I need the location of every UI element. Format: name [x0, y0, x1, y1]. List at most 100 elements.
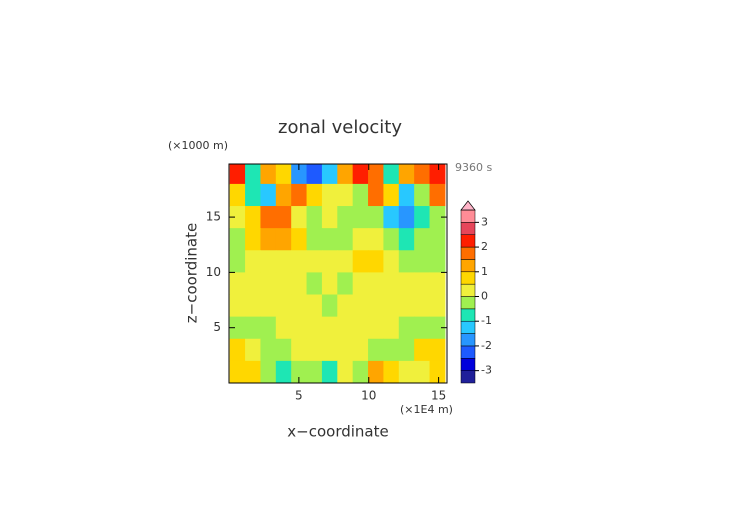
cell — [429, 164, 446, 185]
cell — [321, 316, 338, 340]
cell — [245, 250, 261, 273]
cell — [383, 250, 400, 273]
colorbar-tick-label: -3 — [481, 364, 492, 377]
y-tick-label: 10 — [206, 265, 221, 279]
cell — [368, 272, 384, 296]
cell — [245, 294, 261, 318]
cell — [260, 250, 277, 273]
cell — [352, 250, 369, 273]
colorbar-box — [460, 333, 476, 347]
cell — [245, 164, 261, 185]
cell — [321, 228, 338, 251]
cell — [321, 272, 338, 296]
plot-frame — [228, 163, 448, 384]
colorbar-box — [460, 370, 476, 384]
cell — [429, 206, 446, 229]
cell — [383, 206, 400, 229]
cell — [321, 250, 338, 273]
cell — [306, 294, 323, 318]
colorbar-tick-label: 1 — [481, 265, 488, 278]
cell — [429, 294, 446, 318]
cell — [275, 338, 292, 362]
cell — [414, 338, 431, 362]
cell — [306, 164, 323, 185]
cell — [414, 228, 431, 251]
cell — [337, 228, 354, 251]
cell — [275, 183, 292, 207]
cell — [398, 183, 415, 207]
cell — [383, 164, 400, 185]
cell — [260, 228, 277, 251]
cell — [352, 183, 369, 207]
cell — [352, 164, 369, 185]
cell — [337, 164, 354, 185]
cell — [306, 183, 323, 207]
colorbar-tick-label: 0 — [481, 290, 488, 303]
cell — [398, 272, 415, 296]
cell — [383, 338, 400, 362]
cell — [352, 338, 369, 362]
cell — [414, 360, 431, 383]
colorbar-tick-label: 2 — [481, 240, 488, 253]
cell — [352, 206, 369, 229]
cell — [321, 206, 338, 229]
cell — [352, 294, 369, 318]
cell — [337, 250, 354, 273]
cell — [291, 206, 308, 229]
cell — [260, 206, 277, 229]
cell — [398, 164, 415, 185]
x-tick-label: 5 — [295, 389, 303, 403]
x-tick-label: 10 — [361, 389, 376, 403]
y-tick-label: 15 — [206, 210, 221, 224]
field — [229, 164, 446, 383]
colorbar-box — [460, 345, 476, 359]
cell — [337, 183, 354, 207]
cell — [414, 294, 431, 318]
cell — [337, 294, 354, 318]
cell — [352, 272, 369, 296]
cell — [275, 206, 292, 229]
cell — [398, 360, 415, 383]
cell — [275, 228, 292, 251]
colorbar-box — [460, 271, 476, 285]
cell — [291, 316, 308, 340]
cell — [398, 338, 415, 362]
colorbar-box — [460, 259, 476, 273]
cell — [337, 206, 354, 229]
cell — [414, 250, 431, 273]
cell — [229, 164, 246, 185]
cell — [321, 164, 338, 185]
cell — [291, 164, 308, 185]
cell — [352, 316, 369, 340]
cell — [306, 206, 323, 229]
cell — [229, 272, 246, 296]
colorbar-box — [460, 320, 476, 334]
cell — [383, 272, 400, 296]
cell — [275, 294, 292, 318]
x-axis-label: x−coordinate — [287, 423, 388, 441]
y-axis-label: z−coordinate — [183, 223, 201, 323]
colorbar-box — [460, 222, 476, 235]
colorbar-box — [460, 358, 476, 371]
cell — [275, 250, 292, 273]
cell — [291, 294, 308, 318]
cell — [229, 316, 246, 340]
cell — [337, 360, 354, 383]
cell — [368, 294, 384, 318]
cell — [383, 360, 400, 383]
cell — [245, 228, 261, 251]
colorbar-tick-label: -2 — [481, 339, 492, 352]
colorbar-box — [460, 283, 476, 297]
cell — [368, 360, 384, 383]
cell — [275, 316, 292, 340]
cell — [275, 272, 292, 296]
cell — [321, 294, 338, 318]
cell — [260, 164, 277, 185]
annotation: 9360 s — [455, 161, 492, 174]
cell — [398, 316, 415, 340]
cell — [291, 272, 308, 296]
cell — [368, 250, 384, 273]
cell — [429, 228, 446, 251]
cell — [260, 183, 277, 207]
cell — [368, 228, 384, 251]
